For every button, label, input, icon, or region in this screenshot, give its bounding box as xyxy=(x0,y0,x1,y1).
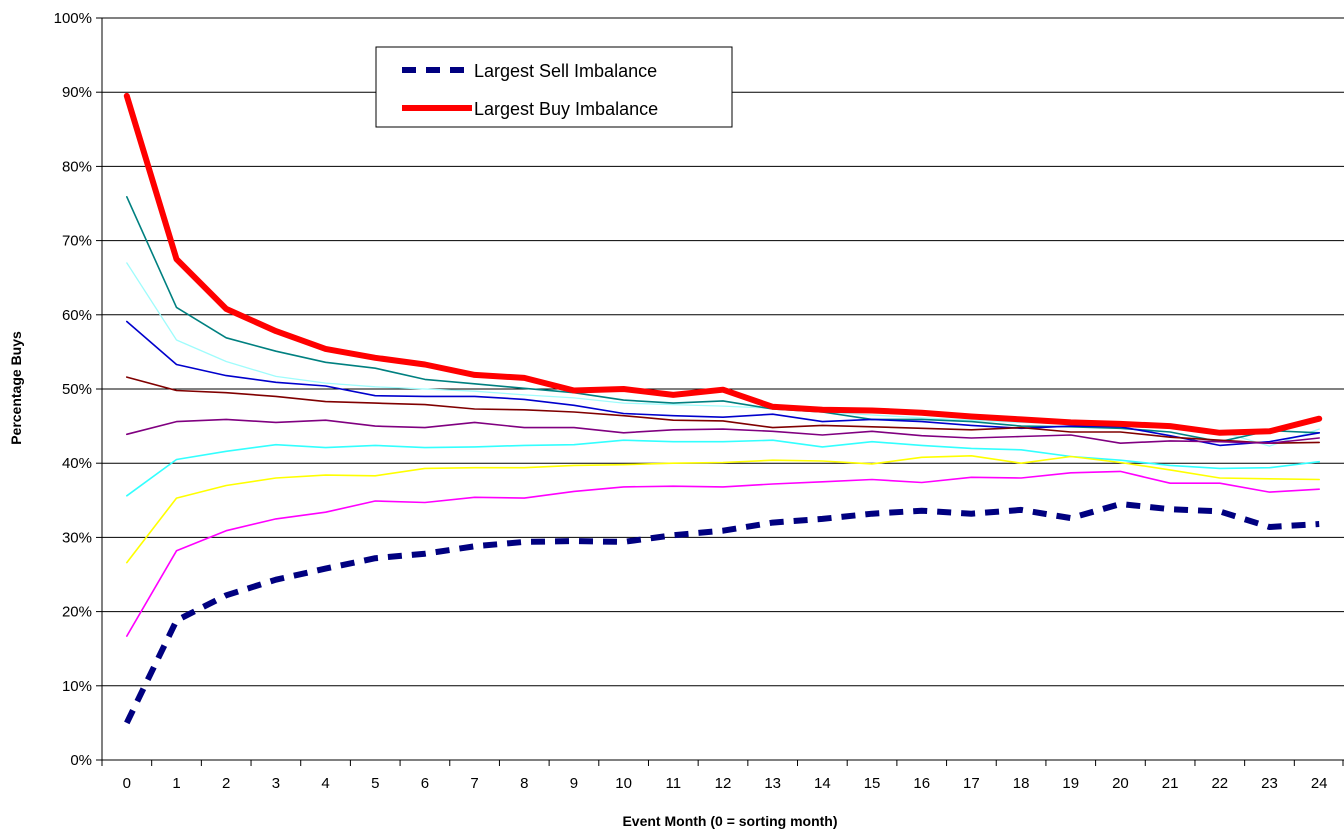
legend-label-sell: Largest Sell Imbalance xyxy=(474,61,657,81)
x-tick-label: 19 xyxy=(1062,775,1079,792)
series-line-largest-sell-imbalance xyxy=(124,501,1320,725)
series-line-largest-buy-imbalance xyxy=(123,92,1323,436)
legend-box xyxy=(375,46,733,128)
series-line-series-5 xyxy=(126,439,1320,497)
y-tick-label: 60% xyxy=(62,307,92,324)
x-tick-label: 11 xyxy=(666,775,682,792)
x-tick-label: 0 xyxy=(123,775,131,792)
y-tick-label: 100% xyxy=(54,10,92,27)
x-tick-label: 13 xyxy=(764,775,781,792)
y-tick-label: 40% xyxy=(62,455,92,472)
x-tick-label: 16 xyxy=(913,775,930,792)
y-tick-label: 10% xyxy=(62,678,92,695)
x-tick-label: 15 xyxy=(864,775,881,792)
x-axis-label: Event Month (0 = sorting month) xyxy=(622,813,837,829)
x-tick-label: 8 xyxy=(520,775,528,792)
series-line-series-7 xyxy=(126,470,1320,637)
gridlines xyxy=(102,17,1344,687)
x-tick-label: 20 xyxy=(1112,775,1129,792)
y-tick-labels: 0% 10% 20% 30% 40% 50% 60% 70% 80% 90% 100% xyxy=(54,10,92,769)
y-tick-label: 90% xyxy=(62,84,92,101)
x-tick-label: 12 xyxy=(715,775,732,792)
x-tick-label: 2 xyxy=(222,775,230,792)
series-line-series-3 xyxy=(126,376,1320,445)
legend-label-buy: Largest Buy Imbalance xyxy=(474,99,658,119)
y-tick-label: 80% xyxy=(62,158,92,175)
x-tick-label: 3 xyxy=(272,775,280,792)
series-line-series-6 xyxy=(126,454,1320,564)
x-tick-label: 1 xyxy=(172,775,180,792)
x-tick-label: 4 xyxy=(321,775,329,792)
x-tick-label: 22 xyxy=(1211,775,1228,792)
x-tick-label: 17 xyxy=(963,775,980,792)
x-tick-label: 10 xyxy=(615,775,632,792)
series-line-series-1 xyxy=(126,196,1320,443)
y-axis-label: Percentage Buys xyxy=(8,331,24,445)
x-tick-label: 18 xyxy=(1013,775,1030,792)
y-tick-label: 70% xyxy=(62,233,92,250)
y-tick-label: 30% xyxy=(62,529,92,546)
x-tick-label: 14 xyxy=(814,775,831,792)
y-tick-label: 0% xyxy=(70,752,92,769)
x-tick-label: 5 xyxy=(371,775,379,792)
y-tick-label: 50% xyxy=(62,381,92,398)
legend: Largest Sell Imbalance Largest Buy Imbal… xyxy=(375,46,733,128)
series-lines xyxy=(123,92,1323,725)
axes xyxy=(96,17,1344,766)
y-tick-label: 20% xyxy=(62,604,92,621)
series-line-series-4 xyxy=(126,418,1320,445)
x-tick-label: 7 xyxy=(470,775,478,792)
x-tick-label: 21 xyxy=(1162,775,1179,792)
x-tick-label: 6 xyxy=(421,775,429,792)
x-tick-labels: 0 1 2 3 4 5 6 7 8 9 10 11 12 13 14 15 16 17 18 19 20 21 22 23 24 xyxy=(123,775,1328,792)
x-tick-label: 9 xyxy=(570,775,578,792)
x-tick-label: 23 xyxy=(1261,775,1278,792)
x-tick-label: 24 xyxy=(1311,775,1328,792)
